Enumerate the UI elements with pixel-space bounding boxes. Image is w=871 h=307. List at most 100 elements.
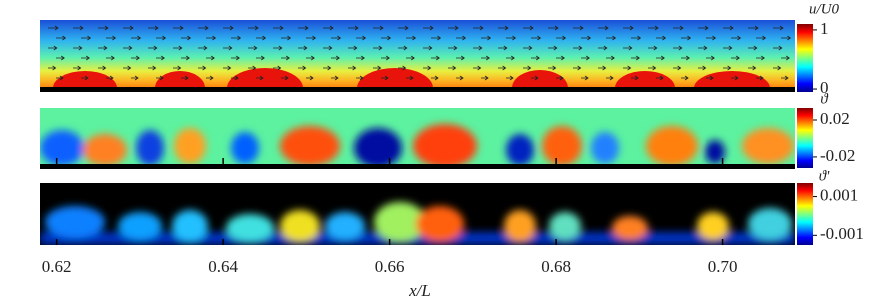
velocity-vector xyxy=(381,55,390,61)
velocity-vector xyxy=(673,25,684,31)
velocity-vector xyxy=(131,35,142,41)
velocity-vector xyxy=(106,55,115,61)
velocity-vector xyxy=(323,65,332,71)
velocity-vector xyxy=(48,45,58,51)
velocity-vector xyxy=(256,35,267,41)
velocity-vector xyxy=(373,45,383,51)
velocity-vector xyxy=(606,35,617,41)
velocity-vector xyxy=(148,65,157,71)
velocity-vector xyxy=(356,55,365,61)
colorbar xyxy=(797,183,813,245)
velocity-vector xyxy=(131,55,140,61)
velocity-vector xyxy=(106,35,117,41)
velocity-vector xyxy=(506,75,514,81)
velocity-vector xyxy=(473,45,483,51)
velocity-vector xyxy=(681,35,692,41)
velocity-vector xyxy=(256,75,264,81)
colorbar-tick-label: 1 xyxy=(820,19,829,38)
wall xyxy=(40,164,795,169)
velocity-vector xyxy=(306,75,314,81)
velocity-vector xyxy=(548,25,559,31)
velocity-vector xyxy=(298,25,309,31)
x-tick-label: 0.62 xyxy=(42,257,72,276)
velocity-vector xyxy=(273,45,283,51)
velocity-vector xyxy=(398,25,409,31)
colorbar-tick-label: -0.001 xyxy=(820,224,864,243)
velocity-vector xyxy=(623,65,632,71)
velocity-vector xyxy=(656,35,667,41)
velocity-vector xyxy=(623,45,633,51)
velocity-vector xyxy=(473,65,482,71)
velocity-vector xyxy=(781,55,790,61)
velocity-vector xyxy=(531,75,539,81)
velocity-vector xyxy=(698,25,709,31)
colorbar-tick-label: -0.02 xyxy=(820,146,855,165)
velocity-vector xyxy=(331,35,342,41)
velocity-vector xyxy=(73,25,84,31)
velocity-vector xyxy=(348,65,357,71)
velocity-vector xyxy=(531,35,542,41)
velocity-vector xyxy=(373,65,382,71)
velocity-vector xyxy=(381,35,392,41)
velocity-vector xyxy=(723,65,732,71)
velocity-vector xyxy=(581,35,592,41)
velocity-vector xyxy=(81,35,92,41)
velocity-vector xyxy=(706,35,717,41)
panel-theta xyxy=(40,108,795,169)
velocity-vector xyxy=(48,25,59,31)
velocity-vector xyxy=(423,45,433,51)
velocity-vector xyxy=(281,55,290,61)
velocity-vector xyxy=(131,75,139,81)
velocity-vector xyxy=(248,65,257,71)
velocity-vector xyxy=(373,25,384,31)
velocity-vector xyxy=(181,35,192,41)
velocity-vector xyxy=(406,35,417,41)
velocity-vector xyxy=(198,45,208,51)
velocity-vector xyxy=(448,65,457,71)
velocity-vector xyxy=(781,75,789,81)
velocity-vector xyxy=(398,65,407,71)
velocity-vector xyxy=(148,45,158,51)
velocity-vector xyxy=(156,55,165,61)
velocity-vector xyxy=(456,55,465,61)
velocity-vector xyxy=(198,65,207,71)
field-blobs xyxy=(40,202,795,245)
velocity-vector xyxy=(206,55,215,61)
velocity-vector xyxy=(306,55,315,61)
field-blobs xyxy=(40,124,794,164)
velocity-vectors xyxy=(48,25,792,81)
velocity-vector xyxy=(73,65,82,71)
velocity-vector xyxy=(98,25,109,31)
velocity-vector xyxy=(181,75,189,81)
velocity-vector xyxy=(598,25,609,31)
velocity-vector xyxy=(523,65,532,71)
velocity-vector xyxy=(506,35,517,41)
x-tick-label: 0.68 xyxy=(541,257,571,276)
velocity-vector xyxy=(481,55,490,61)
velocity-vector xyxy=(773,65,782,71)
velocity-vector xyxy=(581,75,589,81)
velocity-vector xyxy=(673,65,682,71)
velocity-vector xyxy=(473,25,484,31)
velocity-vector xyxy=(406,75,414,81)
colorbar-tick-label: 0.001 xyxy=(820,185,858,204)
velocity-vector xyxy=(531,55,540,61)
velocity-vector xyxy=(623,25,634,31)
velocity-vector xyxy=(248,25,259,31)
velocity-vector xyxy=(56,35,67,41)
velocity-vector xyxy=(748,65,757,71)
velocity-vector xyxy=(648,25,659,31)
colorbar-tick-label: 0.02 xyxy=(820,109,850,128)
velocity-vector xyxy=(706,75,714,81)
velocity-vector xyxy=(348,45,358,51)
velocity-vector xyxy=(281,35,292,41)
velocity-vector xyxy=(731,35,742,41)
velocity-vector xyxy=(431,55,440,61)
velocity-vector xyxy=(206,75,214,81)
velocity-vector xyxy=(498,25,509,31)
velocity-vector xyxy=(48,65,57,71)
velocity-vector xyxy=(173,65,182,71)
velocity-vector xyxy=(348,25,359,31)
panel-velocity xyxy=(40,20,795,92)
velocity-vector xyxy=(731,55,740,61)
